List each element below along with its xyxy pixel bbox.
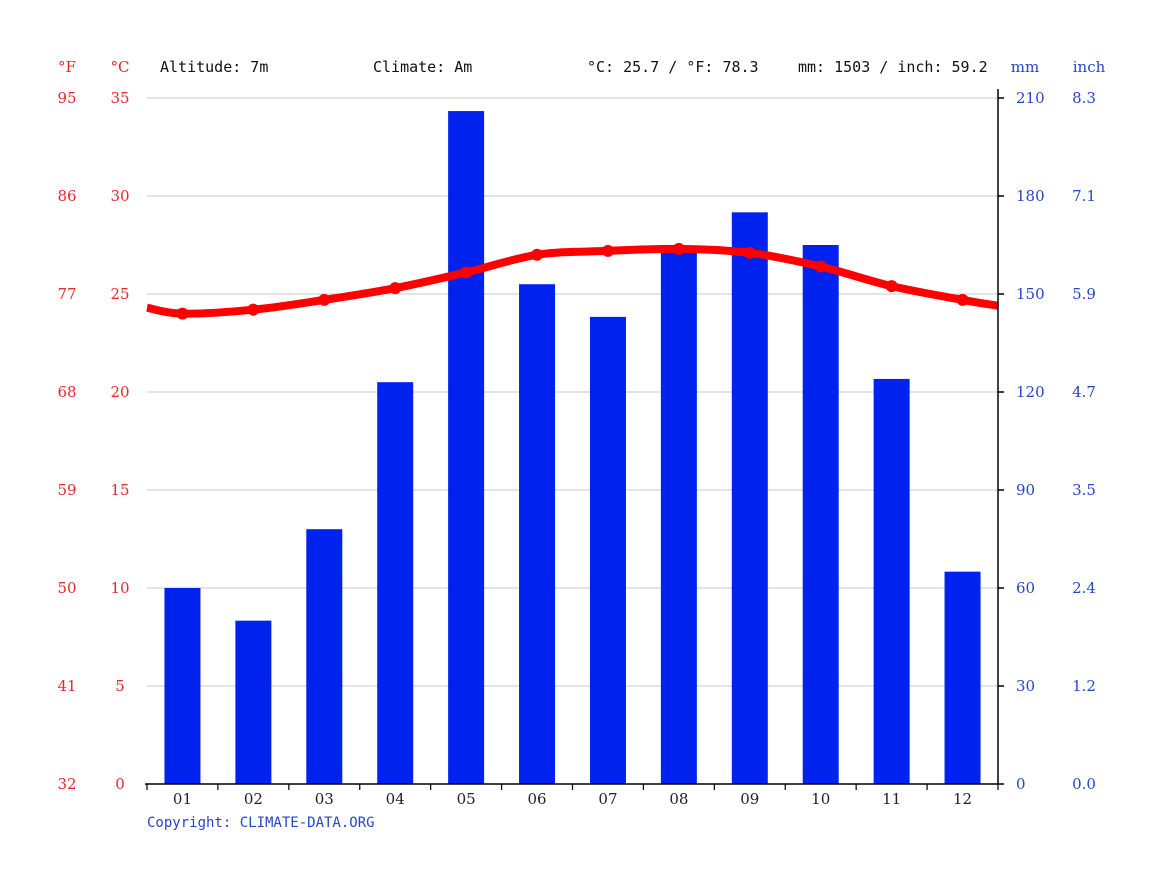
mm-tick-label: 0 xyxy=(1016,775,1026,793)
celsius-tick-label: 20 xyxy=(110,383,129,401)
temperature-point xyxy=(318,293,331,306)
mm-tick-label: 90 xyxy=(1016,481,1035,499)
mm-tick-label: 150 xyxy=(1016,285,1045,303)
inch-tick-label: 2.4 xyxy=(1072,579,1096,597)
copyright-label: Copyright: CLIMATE-DATA.ORG xyxy=(147,815,375,831)
month-tick-label: 02 xyxy=(244,790,263,808)
fahrenheit-tick-label: 50 xyxy=(57,579,76,597)
precipitation-bar xyxy=(235,620,272,784)
precipitation-bar xyxy=(731,212,768,785)
fahrenheit-tick-label: 86 xyxy=(57,187,76,205)
month-tick-label: 05 xyxy=(457,790,476,808)
fahrenheit-tick-label: 77 xyxy=(57,285,76,303)
mm-tick-label: 60 xyxy=(1016,579,1035,597)
mm-unit-label: mm xyxy=(1011,58,1039,76)
precipitation-bar xyxy=(873,378,910,784)
fahrenheit-tick-label: 59 xyxy=(57,481,76,499)
altitude-label: Altitude: 7m xyxy=(160,58,268,76)
inch-tick-label: 0.0 xyxy=(1072,775,1096,793)
month-tick-label: 10 xyxy=(811,790,830,808)
inch-tick-label: 4.7 xyxy=(1072,383,1096,401)
temperature-point xyxy=(247,303,260,316)
temperature-average-label: °C: 25.7 / °F: 78.3 xyxy=(587,58,759,76)
celsius-tick-label: 10 xyxy=(110,579,129,597)
precipitation-bar xyxy=(448,111,485,785)
celsius-tick-label: 5 xyxy=(115,677,125,695)
month-tick-label: 09 xyxy=(740,790,759,808)
precipitation-bar xyxy=(589,316,626,784)
temperature-point xyxy=(601,244,614,257)
precipitation-bar xyxy=(802,245,839,784)
month-tick-label: 04 xyxy=(386,790,405,808)
precipitation-bar xyxy=(660,251,697,785)
temperature-point xyxy=(531,248,544,261)
precipitation-bars xyxy=(164,111,981,785)
axes: 32 0 0 0.041 5 30 1.250 10 60 2.459 15 90 3.568 20 120… xyxy=(57,89,1096,808)
inch-tick-label: 1.2 xyxy=(1072,677,1096,695)
precipitation-bar xyxy=(519,284,556,784)
month-tick-label: 06 xyxy=(527,790,546,808)
precipitation-bar xyxy=(164,588,201,784)
temperature-point xyxy=(176,307,189,320)
fahrenheit-tick-label: 68 xyxy=(57,383,76,401)
month-tick-label: 12 xyxy=(953,790,972,808)
celsius-tick-label: 15 xyxy=(110,481,129,499)
fahrenheit-tick-label: 41 xyxy=(57,677,76,695)
celsius-tick-label: 25 xyxy=(110,285,129,303)
celsius-tick-label: 35 xyxy=(110,89,129,107)
precipitation-bar xyxy=(377,382,414,784)
precipitation-bar xyxy=(944,571,981,784)
fahrenheit-tick-label: 95 xyxy=(57,89,76,107)
month-tick-label: 11 xyxy=(882,790,901,808)
temperature-point xyxy=(460,266,473,279)
temperature-line-path xyxy=(146,244,999,318)
celsius-tick-label: 30 xyxy=(110,187,129,205)
month-tick-label: 07 xyxy=(598,790,617,808)
fahrenheit-unit-label: °F xyxy=(58,58,76,76)
climate-label: Climate: Am xyxy=(373,58,472,76)
inch-tick-label: 7.1 xyxy=(1072,187,1096,205)
temperature-point xyxy=(743,246,756,259)
temperature-point xyxy=(885,280,898,293)
mm-tick-label: 180 xyxy=(1016,187,1045,205)
temperature-line xyxy=(146,242,999,320)
fahrenheit-tick-label: 32 xyxy=(57,775,76,793)
inch-tick-label: 3.5 xyxy=(1072,481,1096,499)
month-tick-label: 03 xyxy=(315,790,334,808)
precipitation-bar xyxy=(306,529,343,784)
temperature-point xyxy=(672,242,685,255)
temperature-point xyxy=(389,282,402,295)
inch-tick-label: 8.3 xyxy=(1072,89,1096,107)
inch-unit-label: inch xyxy=(1073,58,1106,76)
temperature-point xyxy=(814,260,827,273)
mm-tick-label: 30 xyxy=(1016,677,1035,695)
precipitation-total-label: mm: 1503 / inch: 59.2 xyxy=(798,58,988,76)
month-tick-label: 01 xyxy=(173,790,192,808)
mm-tick-label: 120 xyxy=(1016,383,1045,401)
temperature-point xyxy=(956,293,969,306)
celsius-tick-label: 0 xyxy=(115,775,125,793)
inch-tick-label: 5.9 xyxy=(1072,285,1096,303)
month-tick-label: 08 xyxy=(669,790,688,808)
celsius-unit-label: °C xyxy=(111,58,130,76)
grid-lines xyxy=(147,97,998,687)
mm-tick-label: 210 xyxy=(1016,89,1045,107)
